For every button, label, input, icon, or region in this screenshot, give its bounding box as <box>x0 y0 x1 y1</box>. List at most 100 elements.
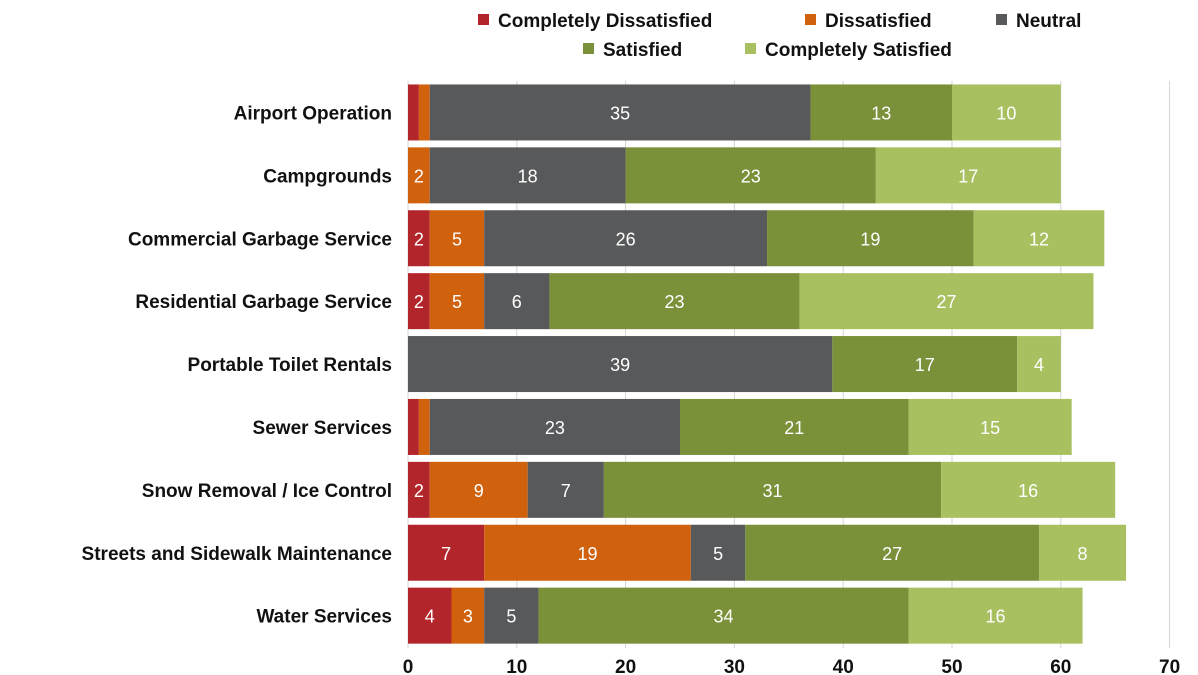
bar-segment <box>832 336 1018 393</box>
bar-segment <box>408 461 430 518</box>
bar-segment <box>484 273 550 330</box>
data-label: 27 <box>882 544 902 564</box>
data-label: 34 <box>714 607 734 627</box>
bar-segment <box>451 587 485 644</box>
legend-swatch <box>745 43 756 54</box>
category-label: Snow Removal / Ice Control <box>142 481 392 502</box>
bar-segment <box>941 461 1116 518</box>
bar-segment <box>484 587 539 644</box>
category-label: Sewer Services <box>253 418 392 439</box>
category-label: Commercial Garbage Service <box>128 229 392 250</box>
bar-segment <box>908 587 1083 644</box>
data-label: 2 <box>414 292 424 312</box>
data-label: 2 <box>414 229 424 249</box>
data-label: 21 <box>784 418 804 438</box>
data-label: 17 <box>915 355 935 375</box>
bar-segment <box>408 587 452 644</box>
bar-segment <box>603 461 942 518</box>
bar-segment <box>429 461 528 518</box>
data-label: 5 <box>713 544 723 564</box>
bar-segment <box>799 273 1094 330</box>
bar-segment <box>429 398 680 455</box>
x-tick-label: 70 <box>1159 657 1180 675</box>
bar-segment <box>549 273 800 330</box>
category-label: Water Services <box>256 607 392 628</box>
data-label: 16 <box>1018 481 1038 501</box>
data-label: 15 <box>980 418 1000 438</box>
bar-segment <box>952 84 1061 141</box>
bar-segment <box>408 147 430 204</box>
data-label: 5 <box>452 229 462 249</box>
data-label: 5 <box>452 292 462 312</box>
bar-segment <box>408 336 833 393</box>
legend-label: Satisfied <box>603 40 682 61</box>
bar-segment <box>973 210 1105 267</box>
data-label: 19 <box>578 544 598 564</box>
data-label: 12 <box>1029 229 1049 249</box>
bar-segment <box>538 587 909 644</box>
category-label: Campgrounds <box>263 166 392 187</box>
data-label: 17 <box>958 166 978 186</box>
data-label: 5 <box>506 607 516 627</box>
data-label: 39 <box>610 355 630 375</box>
bar-segment <box>1017 336 1061 393</box>
legend-swatch <box>996 14 1007 25</box>
category-label: Airport Operation <box>234 103 392 124</box>
bar-segment <box>429 273 485 330</box>
bar-segment <box>429 147 626 204</box>
legend: Completely Dissatisfied Dissatisfied Neutr… <box>478 11 1081 61</box>
bar-segment <box>429 210 485 267</box>
data-label: 4 <box>1034 355 1044 375</box>
category-label: Portable Toilet Rentals <box>188 355 392 376</box>
bar-segment <box>875 147 1061 204</box>
x-tick-label: 30 <box>724 657 745 675</box>
bar-segment <box>767 210 974 267</box>
data-label: 13 <box>871 103 891 123</box>
data-label: 2 <box>414 481 424 501</box>
data-label: 3 <box>463 607 473 627</box>
bar-segment <box>484 524 691 581</box>
data-label: 23 <box>665 292 685 312</box>
x-tick-label: 40 <box>833 657 854 675</box>
x-tick-label: 20 <box>615 657 636 675</box>
x-tick-label: 0 <box>403 657 414 675</box>
bar-segment <box>408 524 485 581</box>
x-axis-tick-labels: 0 10 20 30 40 50 60 70 <box>403 657 1180 675</box>
bar-segment <box>408 210 430 267</box>
x-tick-label: 60 <box>1050 657 1071 675</box>
bar-segment <box>745 524 1040 581</box>
legend-swatch <box>478 14 489 25</box>
data-label: 35 <box>610 103 630 123</box>
category-label: Streets and Sidewalk Maintenance <box>82 544 392 565</box>
data-label: 4 <box>425 607 435 627</box>
data-label: 27 <box>937 292 957 312</box>
legend-label: Completely Dissatisfied <box>498 11 712 32</box>
bar-segment <box>908 398 1072 455</box>
bar-segment <box>408 398 419 455</box>
data-label: 6 <box>512 292 522 312</box>
bar-segment <box>690 524 746 581</box>
data-label: 7 <box>441 544 451 564</box>
bar-segment <box>527 461 604 518</box>
data-label: 9 <box>474 481 484 501</box>
bar-segment <box>810 84 952 141</box>
x-tick-label: 10 <box>506 657 527 675</box>
data-label: 10 <box>996 103 1016 123</box>
bar-segment <box>408 273 430 330</box>
data-label: 26 <box>616 229 636 249</box>
bar-segment <box>418 84 430 141</box>
data-label: 23 <box>545 418 565 438</box>
bar-segment <box>484 210 768 267</box>
bar-segment <box>1039 524 1127 581</box>
bar-segment <box>625 147 876 204</box>
bar-segment <box>429 84 811 141</box>
data-label: 31 <box>762 481 782 501</box>
data-label: 7 <box>561 481 571 501</box>
category-labels: Airport Operation Campgrounds Commercial G… <box>82 103 392 627</box>
bar-segment <box>680 398 909 455</box>
data-label: 19 <box>860 229 880 249</box>
legend-swatch <box>805 14 816 25</box>
legend-swatch <box>583 43 594 54</box>
